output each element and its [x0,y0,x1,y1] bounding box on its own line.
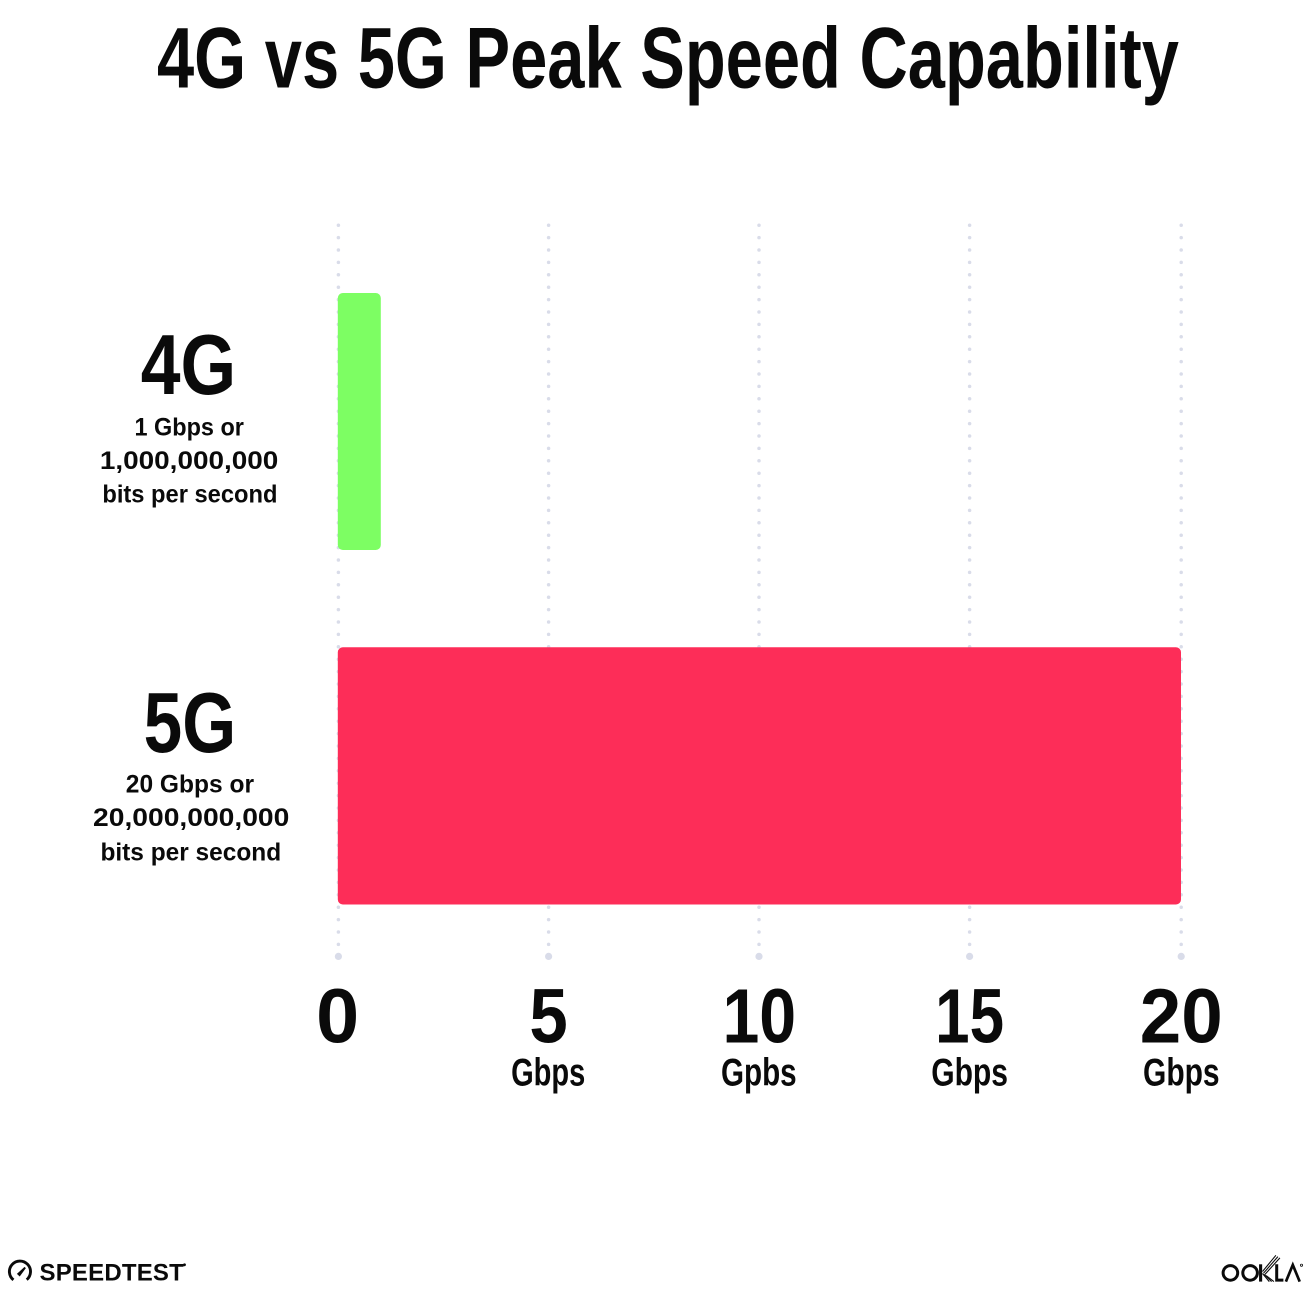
svg-text:Gbps: Gbps [511,1052,585,1095]
svg-text:20: 20 [1140,974,1223,1060]
svg-text:0: 0 [316,974,359,1060]
svg-text:15: 15 [935,974,1004,1060]
svg-text:SPEEDTEST: SPEEDTEST [40,1260,185,1287]
svg-text:20,000,000,000: 20,000,000,000 [93,804,289,832]
svg-text:4G vs 5G Peak Speed Capability: 4G vs 5G Peak Speed Capability [157,10,1179,106]
svg-text:1 Gbps or: 1 Gbps or [135,413,245,441]
svg-text:10: 10 [722,974,796,1060]
svg-text:5G: 5G [144,676,237,771]
svg-text:Gpbs: Gpbs [721,1052,797,1095]
svg-text:bits per second: bits per second [100,839,281,867]
svg-text:20 Gbps or: 20 Gbps or [126,771,254,799]
svg-text:bits per second: bits per second [102,481,277,509]
svg-text:5: 5 [529,974,567,1060]
svg-text:Gbps: Gbps [1143,1052,1220,1095]
svg-text:4G: 4G [141,318,236,413]
svg-text:1,000,000,000: 1,000,000,000 [100,447,279,475]
svg-text:Gbps: Gbps [931,1052,1008,1095]
